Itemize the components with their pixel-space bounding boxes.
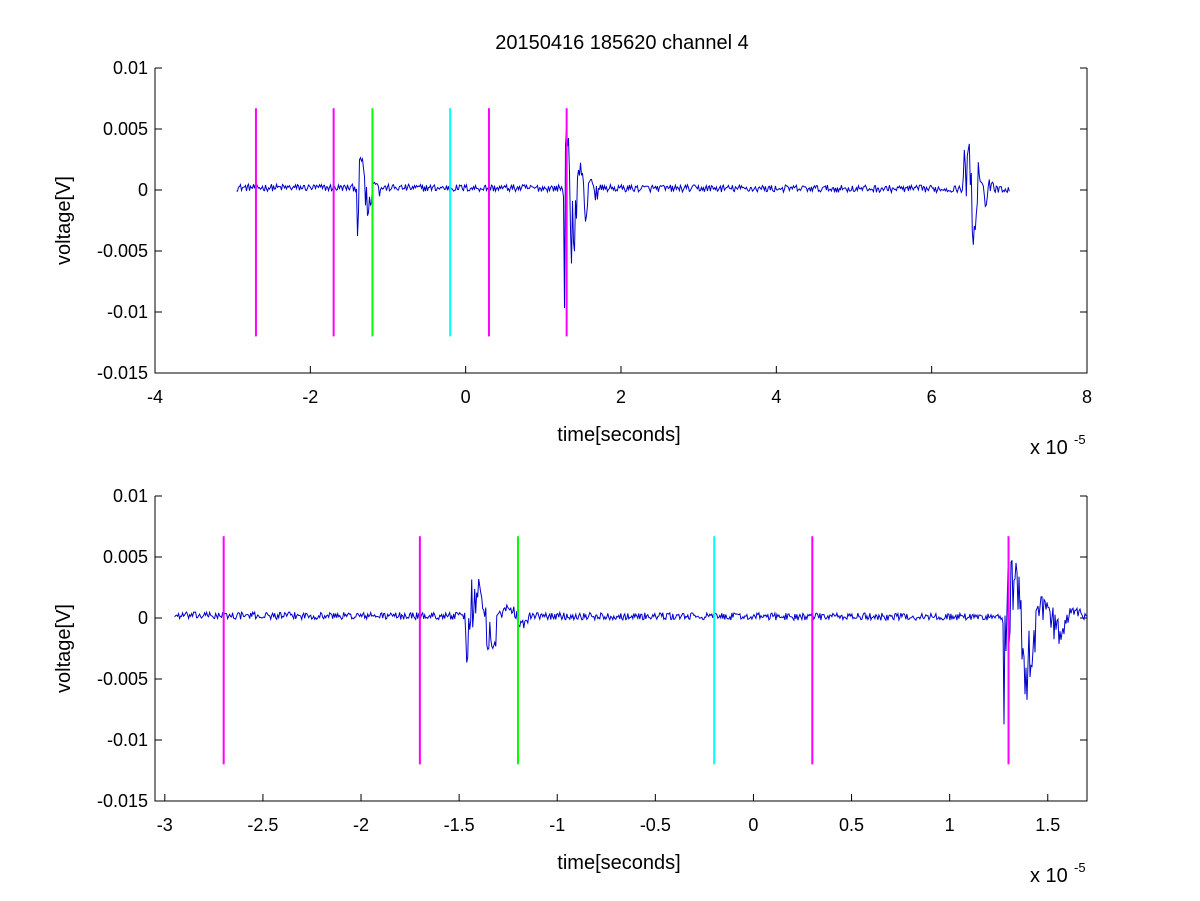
axes-frame — [154, 496, 1088, 802]
chart-title: 20150416 185620 channel 4 — [495, 32, 749, 54]
y-tick-label: -0.005 — [97, 669, 148, 689]
y-axis-label: voltage[V] — [53, 604, 75, 693]
bottom-plot: 0.01 0.005 0 -0.005 -0.01 -0.015 -3 -2.5 -2 -1.5 -… — [53, 486, 1088, 887]
y-tick-label: -0.005 — [97, 241, 148, 261]
x-tick-label: 2 — [616, 387, 626, 407]
y-tick-label: 0 — [138, 180, 148, 200]
x-multiplier-exponent: -5 — [1074, 860, 1086, 875]
y-tick-label: 0.005 — [103, 547, 148, 567]
x-tick-label: -2.5 — [247, 815, 278, 835]
top-plot: 0.01 0.005 0 -0.005 -0.01 -0.015 -4 -2 0 2 4 6 8 time… — [53, 58, 1092, 459]
x-axis-label: time[seconds] — [557, 852, 680, 874]
y-tick-label: -0.015 — [97, 791, 148, 811]
x-tick-label: -1 — [549, 815, 565, 835]
x-tick-label: 1 — [945, 815, 955, 835]
x-tick-label: -4 — [147, 387, 163, 407]
signal-trace — [236, 127, 1010, 309]
y-tick-label: 0.005 — [103, 119, 148, 139]
y-tick-label: 0.01 — [113, 486, 148, 506]
y-tick-label: 0.01 — [113, 58, 148, 78]
y-tick-label: 0 — [138, 608, 148, 628]
x-tick-label: -1.5 — [444, 815, 475, 835]
x-tick-label: -2 — [353, 815, 369, 835]
x-tick-label: 0 — [748, 815, 758, 835]
x-tick-label: 4 — [771, 387, 781, 407]
x-tick-label: 6 — [927, 387, 937, 407]
x-tick-label: -3 — [157, 815, 173, 835]
x-tick-label: 8 — [1082, 387, 1092, 407]
y-tick-label: -0.01 — [107, 730, 148, 750]
signal-trace — [174, 560, 1088, 725]
x-multiplier-label: x 10 — [1030, 437, 1068, 459]
y-tick-label: -0.01 — [107, 302, 148, 322]
y-axis-label: voltage[V] — [53, 176, 75, 265]
x-tick-label: -0.5 — [640, 815, 671, 835]
x-tick-label: 1.5 — [1035, 815, 1060, 835]
x-axis-label: time[seconds] — [557, 424, 680, 446]
x-multiplier-label: x 10 — [1030, 865, 1068, 887]
x-tick-label: 0.5 — [839, 815, 864, 835]
x-tick-label: -2 — [302, 387, 318, 407]
y-tick-label: -0.015 — [97, 363, 148, 383]
x-tick-label: 0 — [461, 387, 471, 407]
x-multiplier-exponent: -5 — [1074, 432, 1086, 447]
